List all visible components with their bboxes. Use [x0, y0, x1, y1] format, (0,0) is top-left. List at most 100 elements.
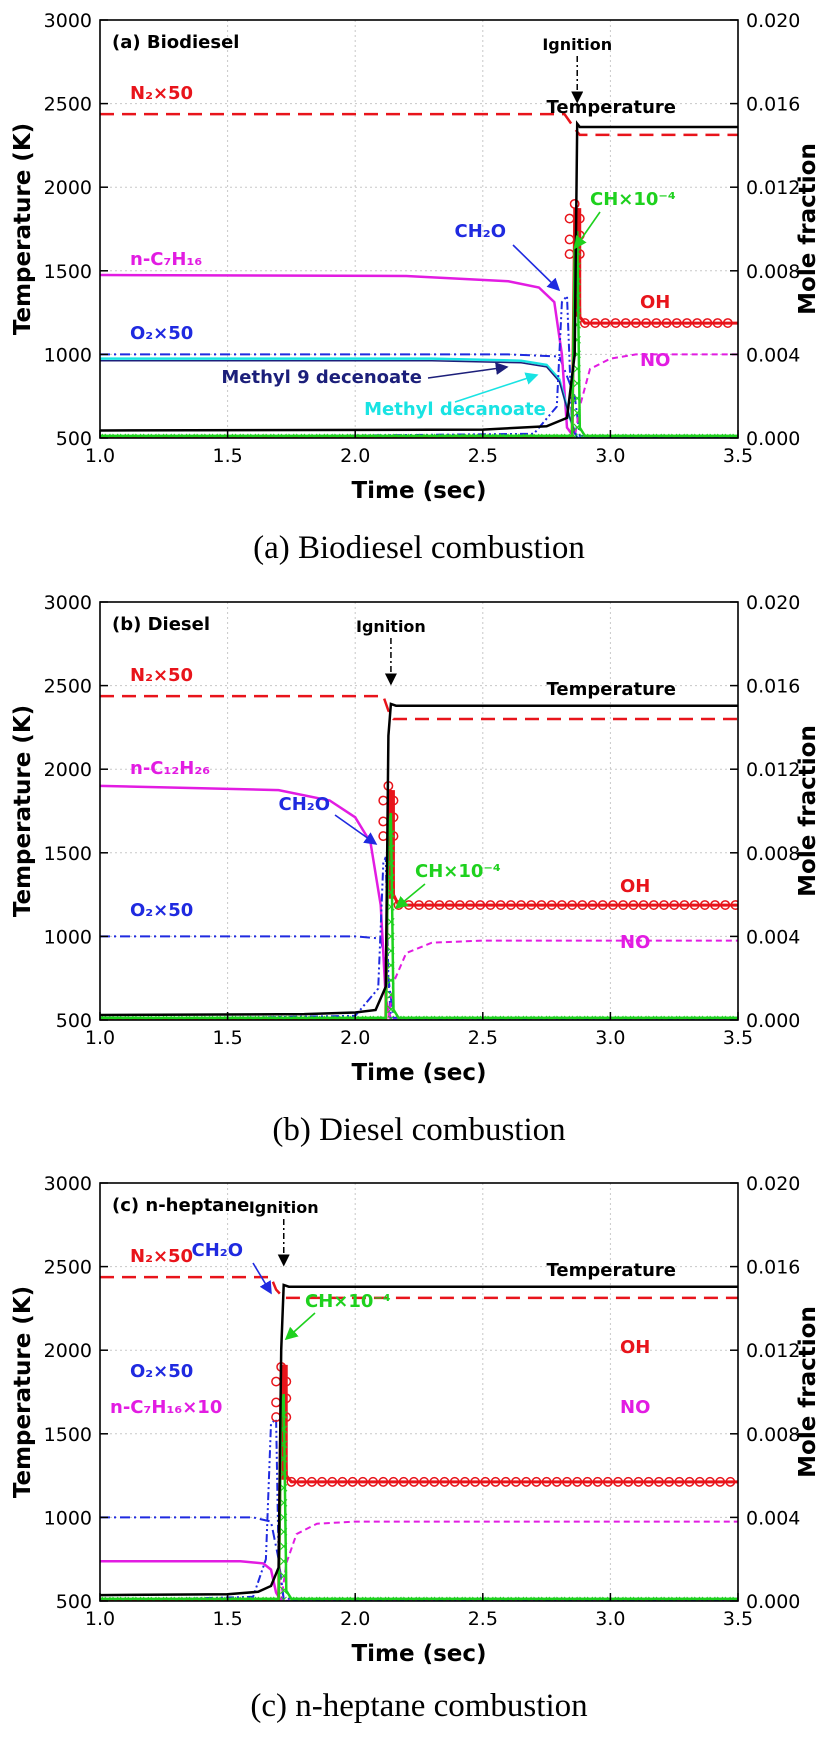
ch-marker: × — [593, 430, 602, 443]
ch-marker: × — [363, 1012, 372, 1025]
ch-marker: × — [539, 1012, 548, 1025]
ch-marker: × — [164, 1593, 173, 1606]
ch-marker: × — [524, 1593, 533, 1606]
ch-marker: × — [379, 1012, 388, 1025]
oh-marker — [317, 1476, 327, 1487]
x-tick-label: 1.5 — [212, 1608, 242, 1630]
oh-marker — [378, 816, 389, 827]
oh-marker — [556, 900, 567, 910]
y-tick-label: 2500 — [44, 94, 92, 116]
ch-marker: × — [385, 871, 396, 886]
ch-marker: × — [302, 1012, 311, 1025]
y-tick-label: 2000 — [44, 759, 92, 781]
ch-marker: × — [647, 1012, 656, 1025]
ch-marker: × — [639, 430, 648, 443]
ch-marker: × — [187, 430, 196, 443]
ch-marker: × — [233, 430, 242, 443]
oh-marker — [470, 1476, 481, 1487]
oh-marker — [516, 900, 527, 910]
ch-marker: × — [631, 1593, 640, 1606]
series-chx1e-4 — [100, 812, 738, 1020]
oh-marker — [590, 318, 601, 328]
oh-marker — [505, 900, 516, 910]
ch-marker: × — [572, 245, 583, 260]
ch-marker: × — [126, 430, 135, 443]
ch-marker: × — [348, 430, 357, 443]
ch-marker: × — [448, 1012, 457, 1025]
ch-marker: × — [463, 430, 472, 443]
ch-marker: × — [302, 1593, 311, 1606]
panel-label: (c) n-heptane — [112, 1195, 249, 1216]
y2-tick-label: 0.008 — [746, 1424, 800, 1446]
label-n2: N₂×50 — [130, 665, 193, 686]
y-tick-label: 500 — [56, 1010, 92, 1032]
ch-marker: × — [149, 430, 158, 443]
label-ch2o: CH₂O — [455, 221, 506, 242]
oh-marker — [725, 1476, 736, 1487]
ch-marker: × — [693, 430, 702, 443]
y2-tick-label: 0.016 — [746, 1257, 800, 1279]
series-temperature — [100, 1283, 738, 1597]
ch-marker: × — [578, 1012, 587, 1025]
label-o2: O₂×50 — [130, 323, 193, 344]
label-ch: CH×10⁻⁴ — [415, 861, 501, 882]
ch-marker: × — [385, 856, 396, 871]
series-temperature — [100, 702, 738, 1017]
ch-marker: × — [601, 1593, 610, 1606]
ch-marker: × — [555, 430, 564, 443]
ch-marker: × — [278, 1423, 289, 1438]
ch-marker: × — [723, 430, 732, 443]
ch-marker: × — [394, 1593, 403, 1606]
ch-marker: × — [723, 1012, 732, 1025]
ch-marker: × — [233, 1593, 242, 1606]
x-tick-label: 3.0 — [595, 1027, 625, 1049]
ch-marker: × — [662, 430, 671, 443]
label-oh: OH — [620, 876, 650, 897]
ch-marker: × — [287, 430, 296, 443]
ch-marker: × — [294, 430, 303, 443]
ch-marker: × — [572, 391, 583, 406]
oh-marker — [521, 1476, 532, 1487]
ch-marker: × — [654, 1012, 663, 1025]
oh-marker — [722, 318, 733, 328]
oh-marker — [564, 234, 575, 245]
oh-marker — [684, 1476, 695, 1487]
ch-marker: × — [425, 430, 434, 443]
ch-marker: × — [708, 1593, 717, 1606]
ch-marker: × — [572, 289, 583, 304]
oh-marker — [434, 900, 445, 910]
x-tick-label: 1.0 — [85, 445, 115, 467]
ch-marker: × — [402, 1012, 411, 1025]
oh-marker — [526, 900, 537, 910]
ch-marker: × — [371, 1593, 380, 1606]
series-oh — [100, 789, 738, 1020]
ch-marker: × — [294, 1593, 303, 1606]
y-tick-label: 3000 — [44, 1173, 92, 1195]
ch-marker: × — [394, 1012, 403, 1025]
ch-marker: × — [394, 430, 403, 443]
ch-marker: × — [516, 430, 525, 443]
y2-tick-label: 0.020 — [746, 592, 800, 614]
ch-marker: × — [180, 1593, 189, 1606]
label-fuel: n-C₁₂H₂₆ — [130, 758, 210, 779]
ch-marker: × — [256, 1593, 265, 1606]
oh-marker — [465, 900, 475, 910]
y2-tick-label: 0.012 — [746, 759, 800, 781]
ch-marker: × — [572, 421, 583, 436]
label-no: NO — [620, 1397, 650, 1418]
oh-marker — [419, 1476, 430, 1487]
pointer-ch2o — [512, 244, 561, 292]
oh-marker — [459, 1476, 470, 1487]
ch-marker: × — [471, 1593, 480, 1606]
ch-marker: × — [195, 1593, 204, 1606]
plot-area: ××××××××××××××××××××××××××××××××××××××××… — [100, 694, 738, 1025]
ch-marker: × — [593, 1012, 602, 1025]
ch-marker: × — [278, 1525, 289, 1540]
ch-marker: × — [539, 1593, 548, 1606]
plot-area: ××××××××××××××××××××××××××××××××××××××××… — [100, 112, 738, 443]
ch-marker: × — [585, 1012, 594, 1025]
oh-marker — [368, 1476, 379, 1487]
ch-marker: × — [385, 900, 396, 915]
ch-marker: × — [562, 1593, 571, 1606]
oh-marker — [602, 1476, 613, 1487]
